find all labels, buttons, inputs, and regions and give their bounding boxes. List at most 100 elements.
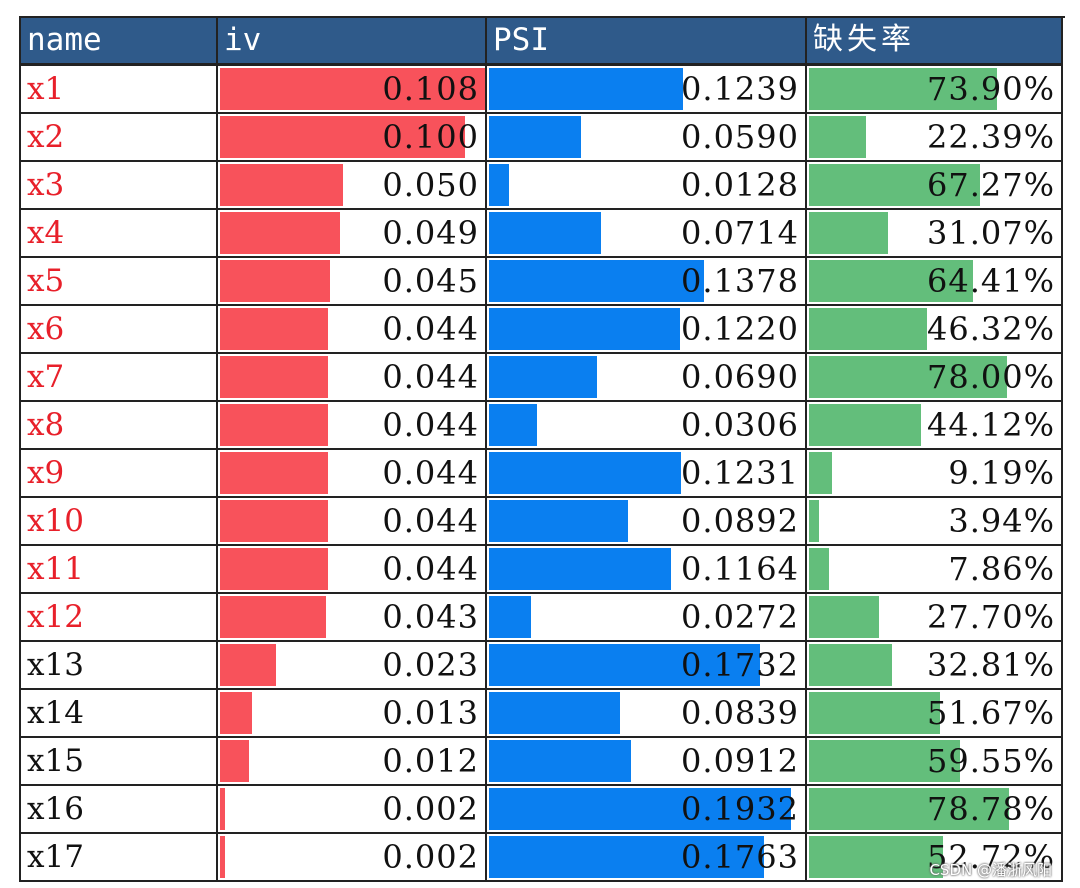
- header-missing-rate[interactable]: 缺失率: [807, 18, 1063, 66]
- psi-data-bar: [489, 212, 601, 254]
- header-psi[interactable]: PSI: [487, 18, 807, 66]
- iv-data-bar: [220, 644, 277, 686]
- name-cell[interactable]: x8: [21, 402, 218, 450]
- missing-rate-cell[interactable]: 64.41%: [807, 258, 1063, 306]
- iv-cell[interactable]: 0.044: [218, 450, 487, 498]
- missing-rate-cell[interactable]: 67.27%: [807, 162, 1063, 210]
- iv-cell[interactable]: 0.002: [218, 834, 487, 882]
- missing-rate-cell[interactable]: 51.67%: [807, 690, 1063, 738]
- psi-cell[interactable]: 0.1378: [487, 258, 807, 306]
- iv-cell[interactable]: 0.045: [218, 258, 487, 306]
- missing-rate-data-bar: [809, 116, 866, 158]
- iv-cell[interactable]: 0.002: [218, 786, 487, 834]
- iv-cell[interactable]: 0.108: [218, 66, 487, 114]
- psi-data-bar: [489, 836, 765, 878]
- iv-data-bar: [220, 212, 341, 254]
- header-iv[interactable]: iv: [218, 18, 487, 66]
- psi-value: 0.1239: [681, 70, 799, 108]
- psi-cell[interactable]: 0.0690: [487, 354, 807, 402]
- iv-cell[interactable]: 0.043: [218, 594, 487, 642]
- iv-data-bar: [220, 500, 328, 542]
- psi-cell[interactable]: 0.0839: [487, 690, 807, 738]
- psi-cell[interactable]: 0.0272: [487, 594, 807, 642]
- iv-cell[interactable]: 0.023: [218, 642, 487, 690]
- name-cell[interactable]: x17: [21, 834, 218, 882]
- missing-rate-data-bar: [809, 356, 1008, 398]
- iv-data-bar: [220, 308, 328, 350]
- missing-rate-cell[interactable]: 78.00%: [807, 354, 1063, 402]
- psi-cell[interactable]: 0.0892: [487, 498, 807, 546]
- name-cell[interactable]: x13: [21, 642, 218, 690]
- missing-rate-cell[interactable]: 59.55%: [807, 738, 1063, 786]
- psi-data-bar: [489, 308, 680, 350]
- psi-cell[interactable]: 0.0912: [487, 738, 807, 786]
- psi-cell[interactable]: 0.0714: [487, 210, 807, 258]
- psi-cell[interactable]: 0.0306: [487, 402, 807, 450]
- iv-data-bar: [220, 404, 328, 446]
- missing-rate-data-bar: [809, 548, 829, 590]
- missing-rate-data-bar: [809, 692, 941, 734]
- iv-cell[interactable]: 0.049: [218, 210, 487, 258]
- missing-rate-data-bar: [809, 500, 820, 542]
- iv-cell[interactable]: 0.050: [218, 162, 487, 210]
- psi-cell[interactable]: 0.1239: [487, 66, 807, 114]
- iv-cell[interactable]: 0.044: [218, 402, 487, 450]
- name-cell[interactable]: x1: [21, 66, 218, 114]
- table-row: x6 0.044 0.1220 46.32%: [21, 306, 1065, 354]
- missing-rate-cell[interactable]: 3.94%: [807, 498, 1063, 546]
- iv-cell[interactable]: 0.044: [218, 546, 487, 594]
- iv-cell[interactable]: 0.044: [218, 354, 487, 402]
- missing-rate-cell[interactable]: 22.39%: [807, 114, 1063, 162]
- missing-rate-cell[interactable]: 78.78%: [807, 786, 1063, 834]
- name-cell[interactable]: x14: [21, 690, 218, 738]
- name-cell[interactable]: x10: [21, 498, 218, 546]
- variable-name: x11: [27, 551, 84, 587]
- psi-cell[interactable]: 0.1231: [487, 450, 807, 498]
- psi-cell[interactable]: 0.1164: [487, 546, 807, 594]
- iv-cell[interactable]: 0.013: [218, 690, 487, 738]
- name-cell[interactable]: x16: [21, 786, 218, 834]
- name-cell[interactable]: x2: [21, 114, 218, 162]
- name-cell[interactable]: x15: [21, 738, 218, 786]
- name-cell[interactable]: x9: [21, 450, 218, 498]
- name-cell[interactable]: x7: [21, 354, 218, 402]
- name-cell[interactable]: x3: [21, 162, 218, 210]
- missing-rate-data-bar: [809, 596, 880, 638]
- psi-cell[interactable]: 0.0590: [487, 114, 807, 162]
- name-cell[interactable]: x6: [21, 306, 218, 354]
- psi-cell[interactable]: 0.1732: [487, 642, 807, 690]
- iv-value: 0.012: [382, 742, 479, 780]
- psi-value: 0.0128: [681, 166, 799, 204]
- variable-name: x17: [27, 839, 84, 875]
- psi-cell[interactable]: 0.1220: [487, 306, 807, 354]
- iv-cell[interactable]: 0.100: [218, 114, 487, 162]
- missing-rate-cell[interactable]: 73.90%: [807, 66, 1063, 114]
- missing-rate-cell[interactable]: 9.19%: [807, 450, 1063, 498]
- psi-cell[interactable]: 0.0128: [487, 162, 807, 210]
- name-cell[interactable]: x4: [21, 210, 218, 258]
- missing-rate-cell[interactable]: 31.07%: [807, 210, 1063, 258]
- psi-cell[interactable]: 0.1763: [487, 834, 807, 882]
- header-name[interactable]: name: [21, 18, 218, 66]
- header-row: name iv PSI 缺失率: [21, 18, 1065, 66]
- table-row: x15 0.012 0.0912 59.55%: [21, 738, 1065, 786]
- table-row: x4 0.049 0.0714 31.07%: [21, 210, 1065, 258]
- table-row: x11 0.044 0.1164 7.86%: [21, 546, 1065, 594]
- missing-rate-cell[interactable]: 52.72%: [807, 834, 1063, 882]
- missing-rate-cell[interactable]: 44.12%: [807, 402, 1063, 450]
- name-cell[interactable]: x11: [21, 546, 218, 594]
- variable-name: x2: [27, 119, 65, 155]
- name-cell[interactable]: x12: [21, 594, 218, 642]
- iv-cell[interactable]: 0.044: [218, 306, 487, 354]
- iv-cell[interactable]: 0.044: [218, 498, 487, 546]
- missing-rate-value: 52.72%: [926, 838, 1055, 876]
- table-row: x3 0.050 0.0128 67.27%: [21, 162, 1065, 210]
- iv-cell[interactable]: 0.012: [218, 738, 487, 786]
- missing-rate-cell[interactable]: 7.86%: [807, 546, 1063, 594]
- missing-rate-cell[interactable]: 32.81%: [807, 642, 1063, 690]
- name-cell[interactable]: x5: [21, 258, 218, 306]
- missing-rate-cell[interactable]: 46.32%: [807, 306, 1063, 354]
- psi-value: 0.1732: [681, 646, 799, 684]
- psi-cell[interactable]: 0.1932: [487, 786, 807, 834]
- missing-rate-cell[interactable]: 27.70%: [807, 594, 1063, 642]
